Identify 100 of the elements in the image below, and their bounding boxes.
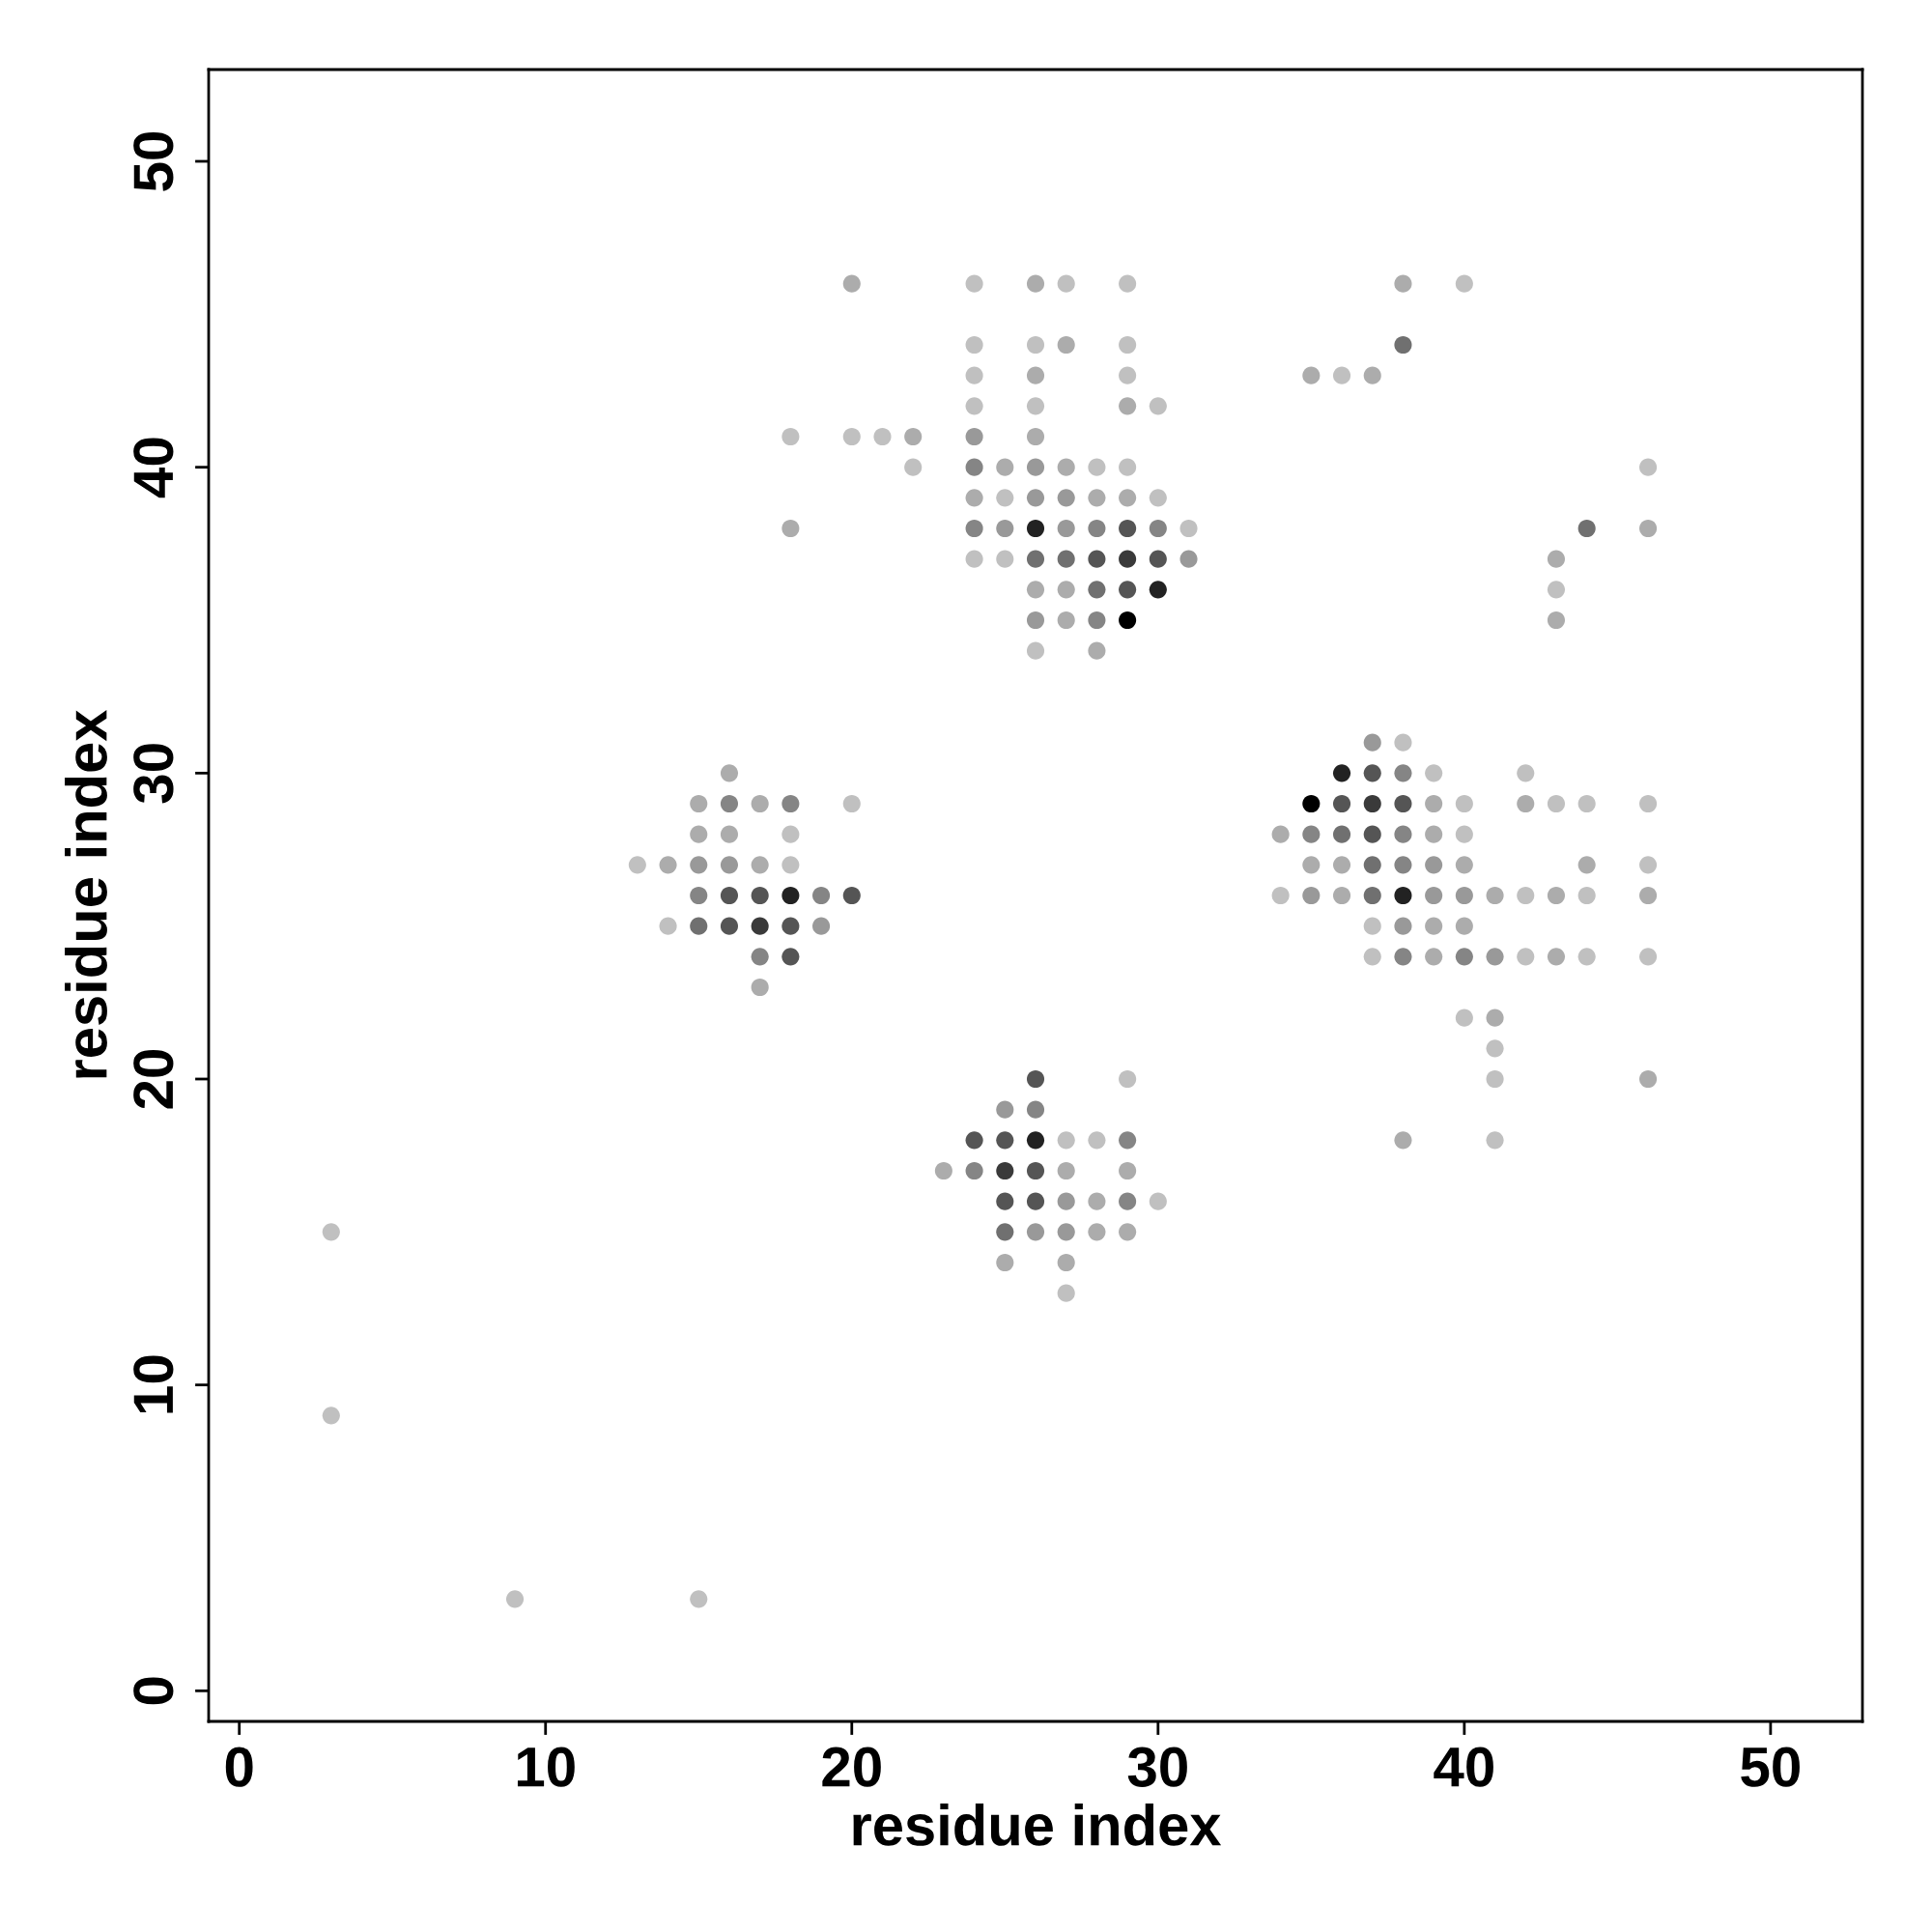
point	[751, 917, 769, 935]
point	[996, 458, 1014, 476]
point	[1149, 519, 1167, 538]
point	[1394, 948, 1412, 966]
point	[1026, 1223, 1045, 1241]
point	[781, 794, 800, 813]
point	[1149, 581, 1167, 599]
point	[1332, 886, 1351, 905]
point	[1026, 489, 1045, 507]
point	[1577, 519, 1596, 538]
point	[965, 519, 983, 538]
point	[1026, 1131, 1045, 1150]
point	[720, 917, 739, 935]
point	[1425, 917, 1443, 935]
point	[1425, 856, 1443, 874]
point	[1425, 886, 1443, 905]
point	[1057, 1223, 1075, 1241]
point	[1088, 550, 1106, 568]
point	[690, 886, 708, 905]
point	[1119, 397, 1137, 415]
point	[1026, 274, 1045, 293]
point	[1119, 581, 1137, 599]
x-axis-title: residue index	[853, 1803, 1222, 1846]
point	[1057, 489, 1075, 507]
point	[1179, 550, 1198, 568]
point	[1455, 948, 1473, 966]
point	[1363, 886, 1381, 905]
point	[1119, 550, 1137, 568]
point	[1057, 519, 1075, 538]
x-tick-label: 50	[1741, 1747, 1800, 1787]
point	[781, 519, 800, 538]
point	[1363, 764, 1381, 782]
point	[1119, 1161, 1137, 1180]
point	[690, 825, 708, 843]
point	[1332, 764, 1351, 782]
x-tick-label: 20	[822, 1747, 881, 1787]
point	[1455, 917, 1473, 935]
point	[996, 1100, 1014, 1119]
point	[1455, 856, 1473, 874]
y-tick-label: 20	[133, 1049, 174, 1109]
point	[781, 886, 800, 905]
point	[1088, 581, 1106, 599]
point	[996, 1253, 1014, 1272]
point	[1057, 1161, 1075, 1180]
point	[751, 948, 769, 966]
x-tick-label: 10	[517, 1747, 575, 1787]
point	[1026, 1069, 1045, 1089]
point	[1026, 550, 1045, 568]
y-tick-label: 40	[133, 438, 174, 498]
point	[1394, 764, 1412, 782]
point	[1057, 335, 1075, 355]
point	[1363, 794, 1381, 813]
point	[1119, 1192, 1137, 1210]
point	[751, 794, 769, 813]
point	[1425, 794, 1443, 813]
point	[751, 886, 769, 905]
point	[1119, 1131, 1137, 1150]
point	[1119, 489, 1137, 507]
point	[1332, 825, 1351, 843]
point	[1302, 856, 1321, 874]
point	[1057, 1192, 1075, 1210]
point	[1088, 641, 1106, 660]
point	[1363, 733, 1381, 752]
point	[1057, 1253, 1075, 1272]
point	[1363, 856, 1381, 874]
point	[996, 1223, 1014, 1241]
point	[934, 1161, 952, 1180]
x-tick-label: 40	[1434, 1747, 1493, 1787]
point	[1088, 489, 1106, 507]
point	[751, 856, 769, 874]
point	[1026, 611, 1045, 630]
point	[1517, 794, 1535, 813]
point	[1363, 825, 1381, 843]
point	[1547, 948, 1566, 966]
point	[1394, 886, 1412, 905]
point	[1026, 366, 1045, 384]
x-tick-label: 0	[225, 1747, 253, 1787]
point	[1149, 550, 1167, 568]
point	[1057, 458, 1075, 476]
point	[1026, 1161, 1045, 1180]
y-tick-label: 10	[133, 1355, 174, 1413]
point	[720, 886, 739, 905]
point	[965, 1131, 983, 1150]
point	[842, 886, 861, 905]
point	[996, 1131, 1014, 1150]
point	[1026, 1192, 1045, 1210]
point	[1026, 1100, 1045, 1119]
point	[1026, 581, 1045, 599]
point	[1547, 886, 1566, 905]
point	[1332, 794, 1351, 813]
point	[1119, 1223, 1137, 1241]
point	[812, 886, 831, 905]
y-tick-label: 30	[133, 744, 174, 804]
point	[781, 917, 800, 935]
point	[690, 917, 708, 935]
point	[996, 1192, 1014, 1210]
point	[1302, 366, 1321, 384]
point	[1394, 856, 1412, 874]
point	[965, 427, 983, 446]
point	[720, 764, 739, 782]
